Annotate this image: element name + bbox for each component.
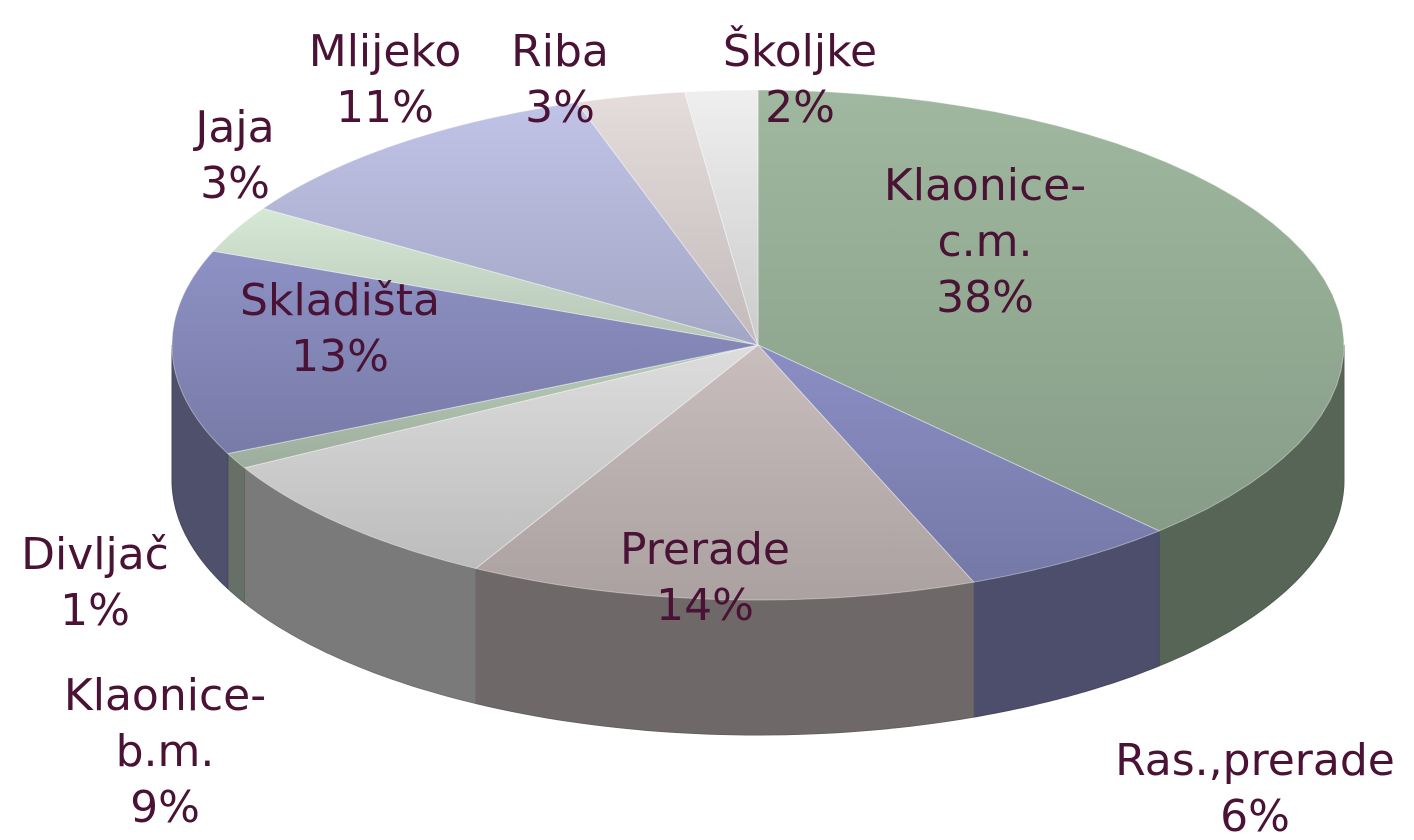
slice-name: Prerade (619, 524, 791, 575)
slice-label: Školjke 2% (723, 24, 877, 136)
slice-name: Školjke (722, 26, 878, 77)
slice (226, 344, 759, 469)
slice-percent: 2% (765, 82, 835, 133)
slice-percent: 38% (936, 272, 1034, 323)
slice (474, 344, 975, 601)
slice (576, 91, 759, 346)
slice-label: Mlijeko 11% (309, 24, 462, 136)
slice-name: Riba (511, 26, 609, 77)
slice-label: Ras.,prerade 6% (1115, 733, 1395, 840)
slice (757, 344, 1161, 583)
slice-label: Prerade 14% (620, 522, 790, 634)
slice-percent: 6% (1220, 791, 1290, 840)
slice (243, 344, 759, 570)
slice-percent: 1% (60, 585, 130, 636)
slice-label: Klaonice-c.m. 38% (865, 158, 1105, 326)
slice-percent: 13% (291, 331, 389, 382)
slice-name: Mlijeko (308, 26, 462, 77)
slice (171, 250, 759, 455)
slice-side (171, 345, 229, 590)
slice-name: Ras.,prerade (1115, 735, 1395, 786)
slice-label: Skladišta 13% (240, 273, 440, 385)
slice-percent: 3% (525, 82, 595, 133)
slice (683, 89, 759, 346)
slice-percent: 14% (656, 580, 754, 631)
slice (262, 101, 760, 346)
slice-label: Divljač 1% (21, 527, 169, 639)
slice-name: Jaja (195, 102, 275, 153)
slice-percent: 3% (200, 158, 270, 209)
slice (757, 89, 1345, 532)
slice-label: Jaja 3% (195, 100, 274, 212)
slice-name: Klaonice-b.m. (63, 670, 267, 777)
slice-name: Klaonice-c.m. (883, 160, 1087, 267)
slice-percent: 9% (130, 782, 200, 833)
slice-label: Klaonice-b.m. 9% (45, 668, 285, 836)
slice-name: Skladišta (240, 275, 440, 326)
slice (212, 207, 759, 346)
slice-percent: 11% (336, 82, 434, 133)
slice-name: Divljač (21, 529, 169, 580)
slice-label: Riba 3% (511, 24, 609, 136)
slice-side (227, 452, 245, 604)
